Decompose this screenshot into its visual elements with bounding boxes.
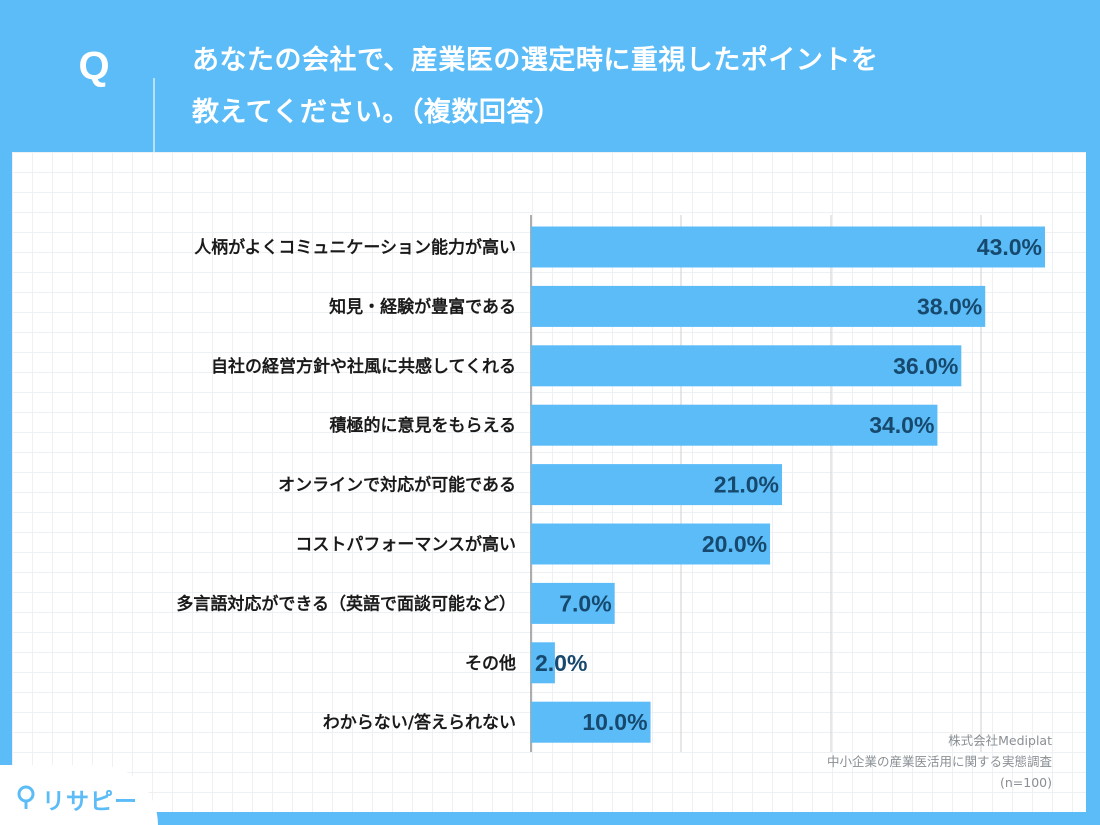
brand-logo: リサピー <box>0 765 158 825</box>
bar <box>531 582 615 624</box>
bar <box>531 345 962 387</box>
category-label: コストパフォーマンスが高い <box>295 534 516 555</box>
q-label: Q <box>78 44 110 88</box>
category-label: 積極的に意見をもらえる <box>330 415 517 436</box>
value-label: 10.0% <box>582 709 647 735</box>
bar <box>531 523 771 565</box>
category-label: 人柄がよくコミュニケーション能力が高い <box>194 237 516 258</box>
category-label: 知見・経験が豊富である <box>328 296 516 317</box>
value-label: 36.0% <box>893 353 958 379</box>
value-label: 21.0% <box>714 472 779 498</box>
question-text-line1: あなたの会社で、産業医の選定時に重視したポイントを <box>192 45 879 76</box>
bar <box>531 226 1045 268</box>
question-text-line2: 教えてください。（複数回答） <box>192 97 562 128</box>
bar-chart: 人柄がよくコミュニケーション能力が高い 43.0% 知見・経験が豊富である 38.0%… <box>176 215 1045 752</box>
value-label: 20.0% <box>702 531 767 557</box>
category-label: わからない/答えられない <box>323 712 516 733</box>
source-note: 株式会社Mediplat 中小企業の産業医活用に関する実態調査 (n=100) <box>827 730 1052 793</box>
bar <box>531 285 986 327</box>
value-label: 2.0% <box>535 650 587 676</box>
source-company: 株式会社Mediplat <box>948 733 1052 748</box>
value-label: 43.0% <box>977 234 1042 260</box>
bar <box>531 404 938 446</box>
header-divider <box>153 78 155 152</box>
bar <box>531 642 555 684</box>
source-sample: (n=100) <box>999 775 1052 790</box>
category-label: 自社の経営方針や社風に共感してくれる <box>211 356 516 377</box>
location-pin-icon <box>17 785 35 809</box>
category-label: 多言語対応ができる（英語で面談可能など） <box>176 593 516 614</box>
chart-card: 人柄がよくコミュニケーション能力が高い 43.0% 知見・経験が豊富である 38.0%… <box>12 152 1086 812</box>
value-label: 7.0% <box>559 590 611 616</box>
value-label: 38.0% <box>917 293 982 319</box>
bar <box>531 464 783 506</box>
brand-logo-text: リサピー <box>42 789 138 815</box>
source-survey: 中小企業の産業医活用に関する実態調査 <box>826 754 1052 769</box>
category-label: オンラインで対応が可能である <box>278 475 516 496</box>
value-label: 34.0% <box>869 412 934 438</box>
bar <box>531 701 651 743</box>
question-header: Q あなたの会社で、産業医の選定時に重視したポイントを 教えてください。（複数回… <box>0 0 1100 152</box>
category-label: その他 <box>465 653 516 674</box>
